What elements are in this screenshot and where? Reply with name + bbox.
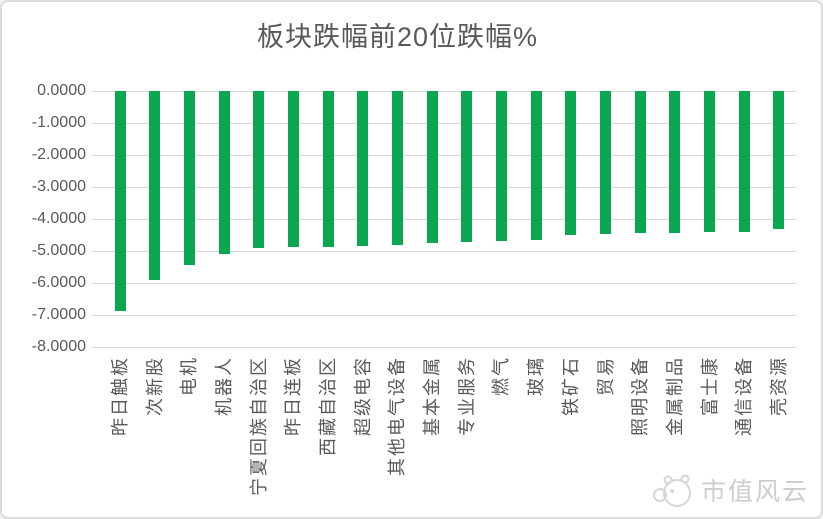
x-axis-category-label-text: 通信设备 <box>734 356 755 436</box>
x-axis-category-label-text: 其他电气设备 <box>387 356 408 476</box>
bar <box>357 91 369 246</box>
gridline <box>92 123 797 124</box>
x-axis-category-label-text: 壳资源 <box>768 356 789 416</box>
x-axis-category-label-text: 超级电容 <box>352 356 373 436</box>
y-axis-tick-label: -2.0000 <box>31 146 86 163</box>
y-axis-tick-label: -6.0000 <box>31 274 86 291</box>
watermark: 市值风云 <box>651 471 809 509</box>
gridline <box>92 155 797 156</box>
bar <box>634 91 646 234</box>
x-axis-category-label-text: 贸易 <box>595 356 616 396</box>
x-axis-category-label-text: 机器人 <box>214 356 235 416</box>
bar <box>183 91 195 266</box>
y-axis-tick-label: -8.0000 <box>31 338 86 355</box>
x-axis-category-label-text: 照明设备 <box>630 356 651 436</box>
bar <box>495 91 507 242</box>
bar <box>114 91 126 312</box>
x-axis-category-label-text: 金属制品 <box>664 356 685 436</box>
x-axis-category-label-text: 西藏自治区 <box>318 356 339 456</box>
y-axis-tick-label: 0.0000 <box>37 82 86 99</box>
bar <box>600 91 612 235</box>
gridline <box>92 315 797 316</box>
bar <box>773 91 785 229</box>
bar <box>218 91 230 254</box>
bar <box>322 91 334 247</box>
y-axis-tick-label: -5.0000 <box>31 242 86 259</box>
y-axis-tick-label: -7.0000 <box>31 306 86 323</box>
bar <box>669 91 681 234</box>
x-axis-category-label-text: 燃气 <box>491 356 512 396</box>
x-axis-category-label-text: 电机 <box>179 356 200 396</box>
x-axis-category-label-text: 次新股 <box>144 356 165 416</box>
x-axis-category-label-text: 富士康 <box>699 356 720 416</box>
bar <box>426 91 438 244</box>
x-axis-category-label-text: 玻璃 <box>526 356 547 396</box>
chart-title: 板块跌幅前20位跌幅% <box>256 22 539 52</box>
bar <box>738 91 750 232</box>
x-axis-category-label-text: 昨日触板 <box>110 356 130 436</box>
x-axis-category-label-text: 铁矿石 <box>560 356 581 416</box>
gridline <box>92 347 797 348</box>
bar <box>149 91 161 281</box>
gridline <box>92 283 797 284</box>
gridline <box>92 219 797 220</box>
y-axis-tick-label: -1.0000 <box>31 114 86 131</box>
y-axis-tick-label: -4.0000 <box>31 210 86 227</box>
bar <box>391 91 403 245</box>
y-axis-tick-label: -3.0000 <box>31 178 86 195</box>
x-axis-category-label: 壳资源 <box>769 356 821 416</box>
x-axis-category-label-text: 昨日连板 <box>283 356 304 436</box>
watermark-text: 市值风云 <box>700 478 809 506</box>
x-axis-category-label-text: 专业服务 <box>456 356 477 436</box>
bar <box>704 91 716 233</box>
gridline <box>92 251 797 252</box>
x-axis-category-label-text: 宁夏回族自治区 <box>248 356 269 496</box>
x-axis-category-label-text: 基本金属 <box>422 356 443 436</box>
gridline <box>92 187 797 188</box>
bar <box>565 91 577 235</box>
gridline <box>92 91 797 92</box>
watermark-logo-icon <box>652 474 691 507</box>
bar <box>253 91 265 248</box>
bar <box>287 91 299 248</box>
bar <box>461 91 473 243</box>
bar <box>530 91 542 240</box>
